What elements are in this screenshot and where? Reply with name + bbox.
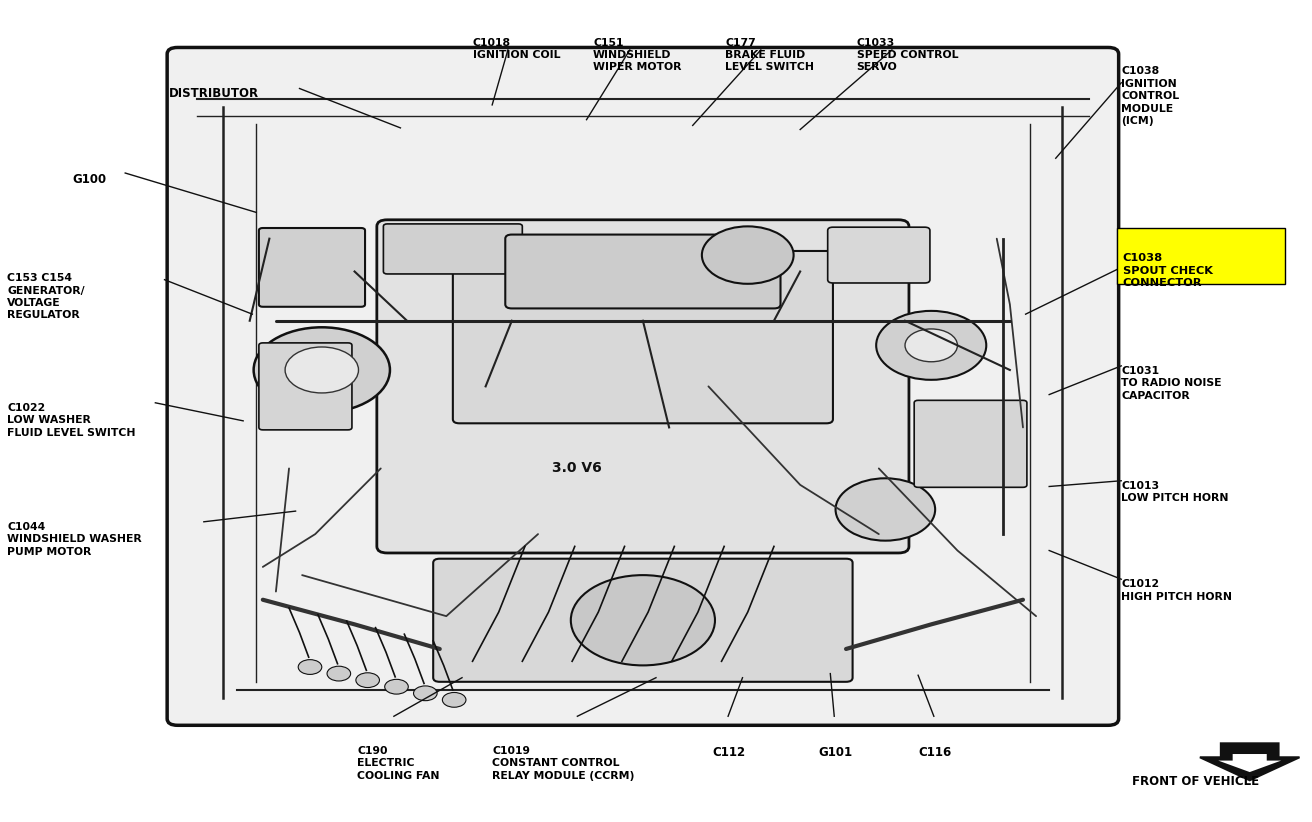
FancyBboxPatch shape	[828, 227, 930, 283]
Text: C1019
CONSTANT CONTROL
RELAY MODULE (CCRM): C1019 CONSTANT CONTROL RELAY MODULE (CCR…	[492, 746, 635, 781]
FancyBboxPatch shape	[383, 224, 522, 274]
Circle shape	[356, 672, 379, 687]
FancyBboxPatch shape	[258, 228, 365, 307]
Circle shape	[298, 659, 321, 674]
Bar	[1118, 228, 1284, 284]
Text: 3.0 V6: 3.0 V6	[552, 461, 602, 475]
Text: C116: C116	[918, 746, 951, 759]
Text: C190
ELECTRIC
COOLING FAN: C190 ELECTRIC COOLING FAN	[357, 746, 440, 781]
Text: FRONT OF VEHICLE: FRONT OF VEHICLE	[1132, 775, 1260, 788]
Circle shape	[253, 327, 390, 413]
Circle shape	[413, 686, 437, 700]
FancyBboxPatch shape	[505, 234, 781, 308]
FancyBboxPatch shape	[453, 251, 833, 423]
Circle shape	[442, 692, 466, 707]
Text: C1031
TO RADIO NOISE
CAPACITOR: C1031 TO RADIO NOISE CAPACITOR	[1122, 366, 1221, 400]
Text: C1038
SPOUT CHECK
CONNECTOR: C1038 SPOUT CHECK CONNECTOR	[1123, 253, 1212, 289]
FancyBboxPatch shape	[433, 559, 853, 681]
Circle shape	[905, 329, 958, 362]
Text: C1022
LOW WASHER
FLUID LEVEL SWITCH: C1022 LOW WASHER FLUID LEVEL SWITCH	[8, 403, 135, 437]
FancyBboxPatch shape	[258, 343, 352, 430]
Polygon shape	[1200, 743, 1299, 780]
Circle shape	[327, 666, 350, 681]
Polygon shape	[1219, 754, 1281, 772]
Circle shape	[285, 347, 358, 393]
Text: G101: G101	[819, 746, 853, 759]
Text: C1044
WINDSHIELD WASHER
PUMP MOTOR: C1044 WINDSHIELD WASHER PUMP MOTOR	[8, 522, 142, 556]
Text: DISTRIBUTOR: DISTRIBUTOR	[168, 87, 258, 99]
Text: C177
BRAKE FLUID
LEVEL SWITCH: C177 BRAKE FLUID LEVEL SWITCH	[726, 38, 815, 72]
Text: C151
WINDSHIELD
WIPER MOTOR: C151 WINDSHIELD WIPER MOTOR	[593, 38, 682, 72]
Circle shape	[876, 311, 987, 380]
FancyBboxPatch shape	[167, 48, 1119, 725]
Text: C112: C112	[712, 746, 745, 759]
Text: C1038
IGNITION
CONTROL
MODULE
(ICM): C1038 IGNITION CONTROL MODULE (ICM)	[1122, 67, 1179, 126]
Circle shape	[384, 679, 408, 694]
Text: C1013
LOW PITCH HORN: C1013 LOW PITCH HORN	[1122, 481, 1229, 503]
FancyBboxPatch shape	[377, 219, 909, 553]
Text: C1018
IGNITION COIL: C1018 IGNITION COIL	[472, 38, 560, 60]
FancyBboxPatch shape	[914, 400, 1027, 487]
Circle shape	[836, 478, 935, 541]
Text: G100: G100	[72, 173, 106, 186]
Circle shape	[702, 226, 794, 284]
Text: C1033
SPEED CONTROL
SERVO: C1033 SPEED CONTROL SERVO	[857, 38, 958, 72]
Text: C153 C154
GENERATOR/
VOLTAGE
REGULATOR: C153 C154 GENERATOR/ VOLTAGE REGULATOR	[8, 273, 85, 321]
Circle shape	[571, 575, 715, 665]
Text: C1012
HIGH PITCH HORN: C1012 HIGH PITCH HORN	[1122, 580, 1232, 602]
